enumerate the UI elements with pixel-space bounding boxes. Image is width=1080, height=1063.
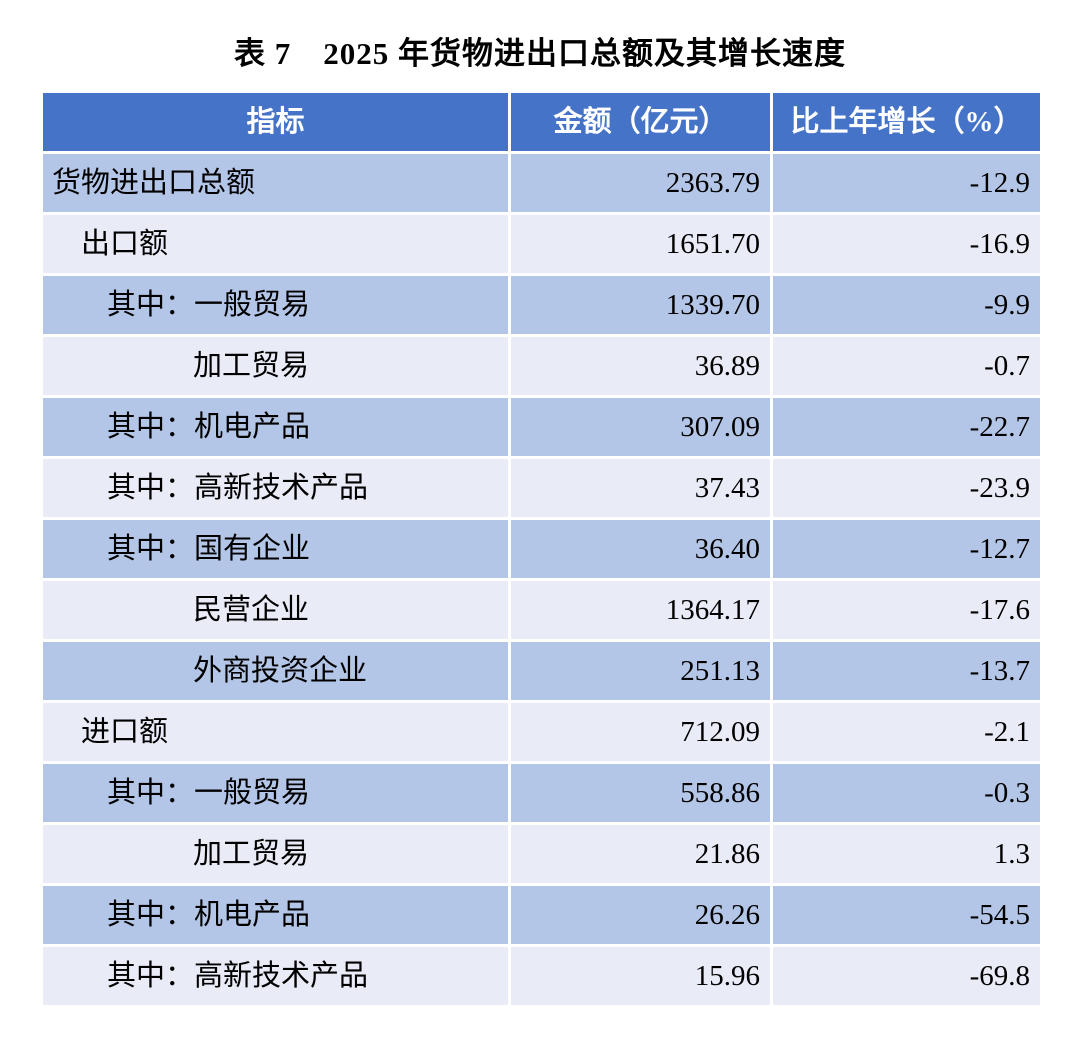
header-row: 指标 金额（亿元） 比上年增长（%） [40,90,1043,154]
table-row: 民营企业 1364.17 -17.6 [40,578,1043,642]
table-title: 表 7 2025 年货物进出口总额及其增长速度 [234,36,846,71]
indicator-cell: 其中：高新技术产品 [40,944,511,1008]
table-row: 其中：高新技术产品 15.96 -69.8 [40,944,1043,1008]
growth-cell: -12.7 [770,517,1043,581]
amount-cell: 1339.70 [508,273,773,337]
table-row: 货物进出口总额 2363.79 -12.9 [40,151,1043,215]
table-row: 出口额 1651.70 -16.9 [40,212,1043,276]
indicator-cell: 其中：一般贸易 [40,273,511,337]
growth-cell: -13.7 [770,639,1043,703]
growth-cell: -9.9 [770,273,1043,337]
growth-cell: -16.9 [770,212,1043,276]
amount-cell: 307.09 [508,395,773,459]
growth-cell: -0.3 [770,761,1043,825]
growth-cell: -2.1 [770,700,1043,764]
amount-cell: 2363.79 [508,151,773,215]
amount-cell: 21.86 [508,822,773,886]
col-header-indicator: 指标 [40,90,511,154]
indicator-cell: 民营企业 [40,578,511,642]
table-row: 其中：国有企业 36.40 -12.7 [40,517,1043,581]
indicator-cell: 加工贸易 [40,334,511,398]
table-row: 其中：机电产品 26.26 -54.5 [40,883,1043,947]
indicator-cell: 进口额 [40,700,511,764]
indicator-cell: 加工贸易 [40,822,511,886]
amount-cell: 558.86 [508,761,773,825]
table-row: 加工贸易 21.86 1.3 [40,822,1043,886]
indicator-cell: 其中：一般贸易 [40,761,511,825]
indicator-cell: 其中：国有企业 [40,517,511,581]
growth-cell: -23.9 [770,456,1043,520]
col-header-amount: 金额（亿元） [508,90,773,154]
table-row: 其中：机电产品 307.09 -22.7 [40,395,1043,459]
indicator-cell: 其中：机电产品 [40,883,511,947]
amount-cell: 1651.70 [508,212,773,276]
growth-cell: -17.6 [770,578,1043,642]
growth-cell: -54.5 [770,883,1043,947]
indicator-cell: 货物进出口总额 [40,151,511,215]
amount-cell: 712.09 [508,700,773,764]
amount-cell: 26.26 [508,883,773,947]
col-header-growth: 比上年增长（%） [770,90,1043,154]
table-row: 加工贸易 36.89 -0.7 [40,334,1043,398]
table-row: 其中：一般贸易 558.86 -0.3 [40,761,1043,825]
amount-cell: 36.89 [508,334,773,398]
growth-cell: -69.8 [770,944,1043,1008]
table-row: 其中：高新技术产品 37.43 -23.9 [40,456,1043,520]
amount-cell: 36.40 [508,517,773,581]
table-row: 外商投资企业 251.13 -13.7 [40,639,1043,703]
growth-cell: 1.3 [770,822,1043,886]
indicator-cell: 外商投资企业 [40,639,511,703]
amount-cell: 1364.17 [508,578,773,642]
table-body: 货物进出口总额 2363.79 -12.9 出口额 1651.70 -16.9 其中：一般贸… [40,151,1043,1008]
amount-cell: 251.13 [508,639,773,703]
trade-table: 指标 金额（亿元） 比上年增长（%） 货物进出口总额 2363.79 -12.9 出口… [40,90,1043,1008]
growth-cell: -0.7 [770,334,1043,398]
amount-cell: 37.43 [508,456,773,520]
growth-cell: -22.7 [770,395,1043,459]
table-row: 其中：一般贸易 1339.70 -9.9 [40,273,1043,337]
indicator-cell: 出口额 [40,212,511,276]
growth-cell: -12.9 [770,151,1043,215]
indicator-cell: 其中：机电产品 [40,395,511,459]
amount-cell: 15.96 [508,944,773,1008]
table-row: 进口额 712.09 -2.1 [40,700,1043,764]
indicator-cell: 其中：高新技术产品 [40,456,511,520]
